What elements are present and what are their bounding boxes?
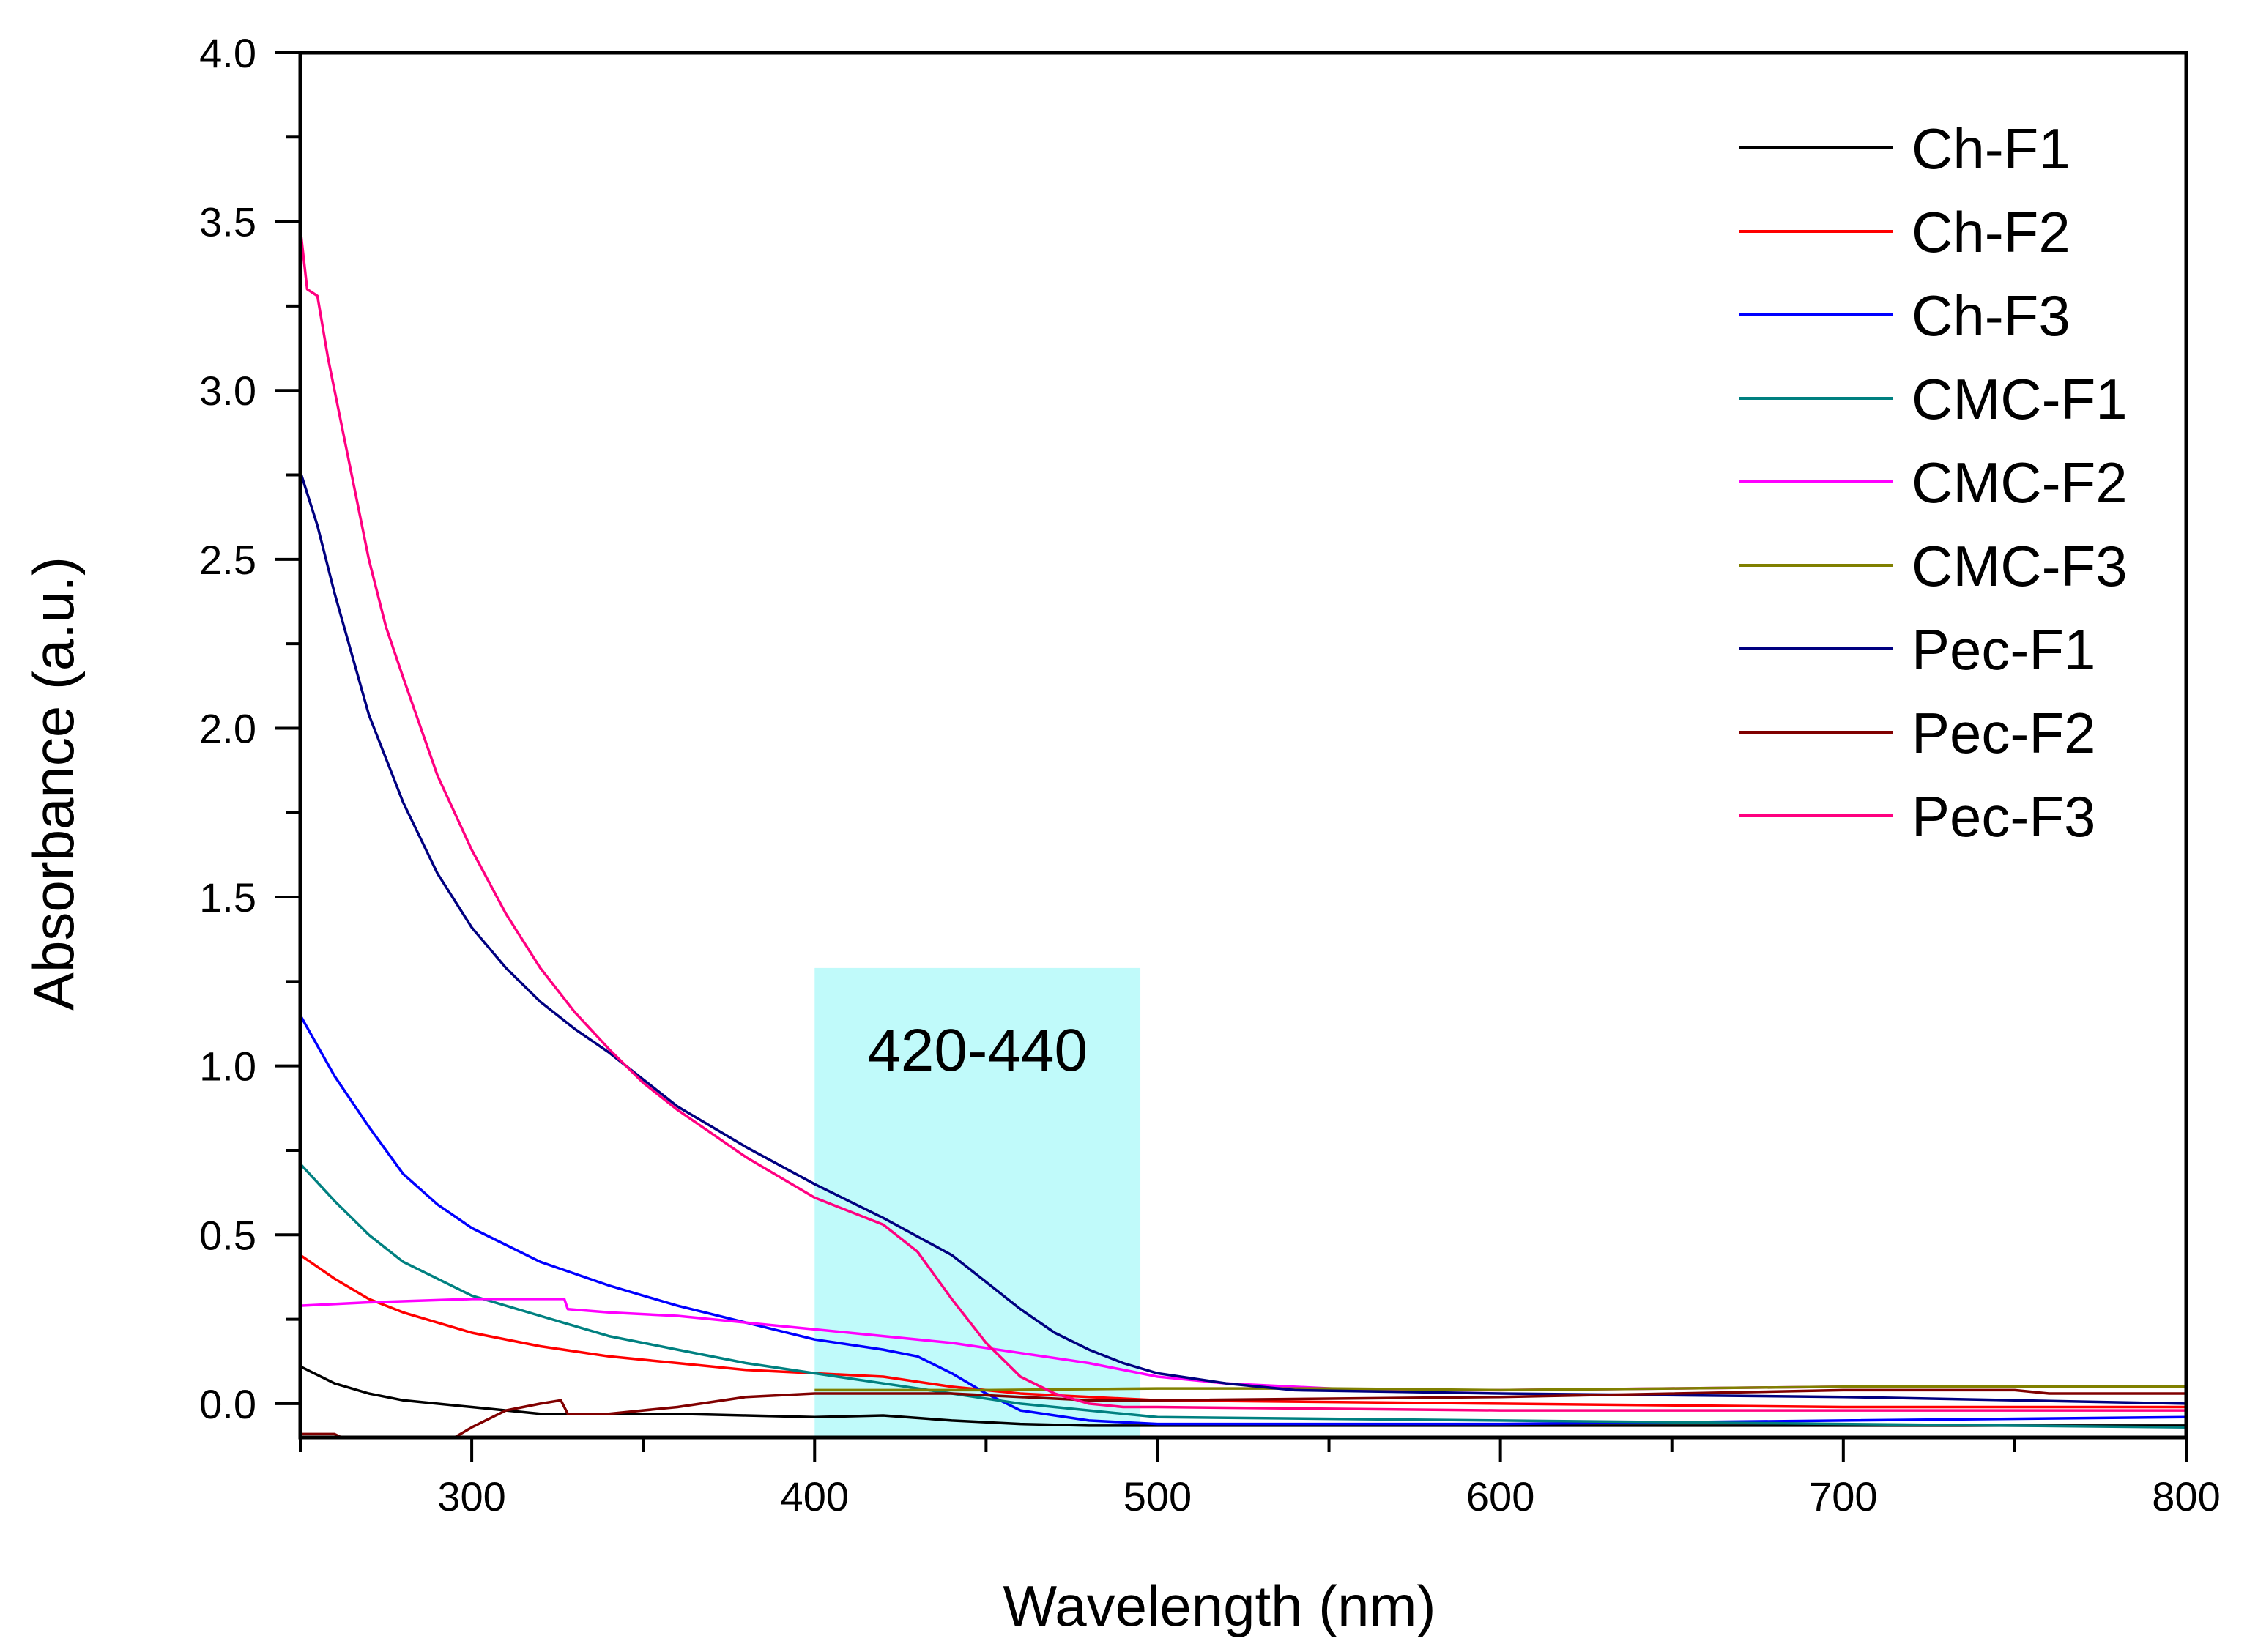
series-line-cmc-f3 — [814, 1385, 2186, 1392]
y-tick-label: 4.0 — [199, 30, 256, 76]
y-tick-label: 0.5 — [199, 1212, 256, 1258]
series-line-pec-f1 — [300, 471, 2186, 1405]
x-tick-label: 700 — [1809, 1473, 1877, 1519]
y-tick-label: 1.5 — [199, 874, 256, 920]
legend-label-pec-f3: Pec-F3 — [1912, 784, 2095, 849]
y-tick-label: 3.0 — [199, 368, 256, 414]
legend: Ch-F1 Ch-F2 Ch-F3 CMC-F1 CMC-F2 CMC-F3 Pec-F1 P… — [1739, 116, 2128, 849]
series-line-ch-f1 — [300, 1365, 2186, 1427]
x-axis-title: Wavelength (nm) — [1003, 1574, 1436, 1638]
y-tick-label: 2.0 — [199, 705, 256, 751]
y-tick-label: 0.0 — [199, 1381, 256, 1427]
legend-label-cmc-f2: CMC-F2 — [1912, 450, 2128, 515]
axes-layer: 300 400 500 600 700 800 0.0 0.5 1.0 1.5 2.0 2.5 3.0 3… — [199, 30, 2221, 1519]
legend-label-ch-f3: Ch-F3 — [1912, 283, 2070, 348]
y-tick-label: 3.5 — [199, 199, 256, 245]
highlight-band — [814, 967, 1141, 1437]
legend-label-cmc-f3: CMC-F3 — [1912, 534, 2128, 598]
legend-label-ch-f2: Ch-F2 — [1912, 200, 2070, 264]
x-tick-label: 400 — [781, 1473, 849, 1519]
y-tick-label: 2.5 — [199, 537, 256, 583]
x-tick-label: 500 — [1124, 1473, 1192, 1519]
x-tick-label: 600 — [1466, 1473, 1534, 1519]
legend-label-ch-f1: Ch-F1 — [1912, 116, 2070, 181]
annotation-layer: 420-440 — [814, 967, 1141, 1437]
plot-frame — [298, 51, 2188, 1440]
y-axis-title: Absorbance (a.u.) — [21, 557, 86, 1011]
legend-label-cmc-f1: CMC-F1 — [1912, 367, 2128, 431]
series-line-cmc-f1 — [300, 1163, 2186, 1429]
series-line-ch-f3 — [300, 1014, 2186, 1426]
series-line-pec-f3 — [300, 228, 2186, 1412]
series-layer — [300, 228, 2186, 1437]
series-line-pec-f2 — [300, 1388, 2186, 1437]
legend-label-pec-f1: Pec-F1 — [1912, 617, 2095, 682]
x-tick-label: 300 — [437, 1473, 505, 1519]
highlight-band-label: 420-440 — [867, 1017, 1088, 1084]
x-tick-label: 800 — [2152, 1473, 2220, 1519]
legend-label-pec-f2: Pec-F2 — [1912, 701, 2095, 765]
y-tick-label: 1.0 — [199, 1043, 256, 1090]
